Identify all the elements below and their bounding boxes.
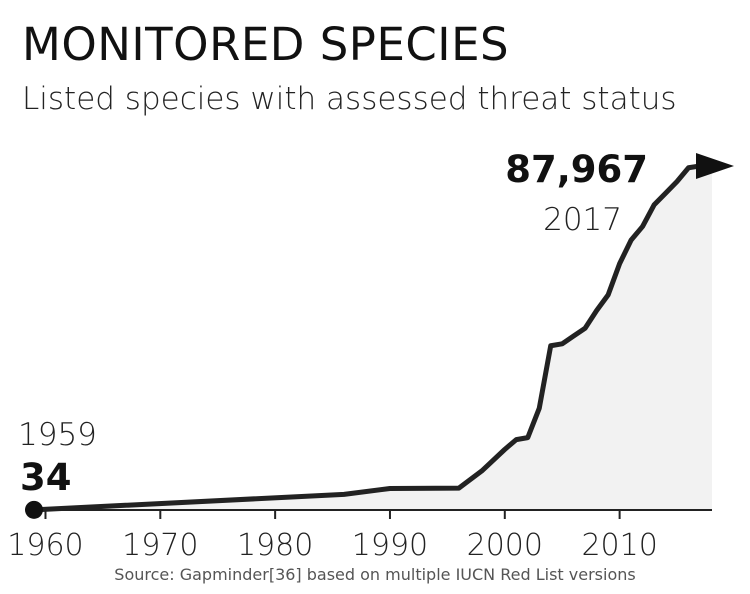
start-point-marker [25, 500, 43, 519]
x-tick-label: 1990 [352, 528, 428, 563]
x-tick-label: 1970 [122, 528, 198, 563]
x-tick-label: 1960 [7, 528, 83, 563]
x-tick-label: 2010 [581, 528, 657, 563]
end-arrow-marker [696, 152, 734, 179]
end-year-label: 2017 [543, 202, 622, 238]
start-value-label: 34 [20, 456, 72, 499]
chart-title: MONITORED SPECIES [22, 18, 510, 71]
x-tick-label: 1980 [237, 528, 313, 563]
area-fill [34, 165, 712, 510]
chart-subtitle: Listed species with assessed threat stat… [22, 81, 677, 117]
end-value-label: 87,967 [505, 148, 648, 191]
start-year-label: 1959 [18, 417, 97, 453]
source-note: Source: Gapminder[36] based on multiple … [114, 565, 636, 584]
x-tick-label: 2000 [467, 528, 543, 563]
series-line [31, 163, 703, 513]
